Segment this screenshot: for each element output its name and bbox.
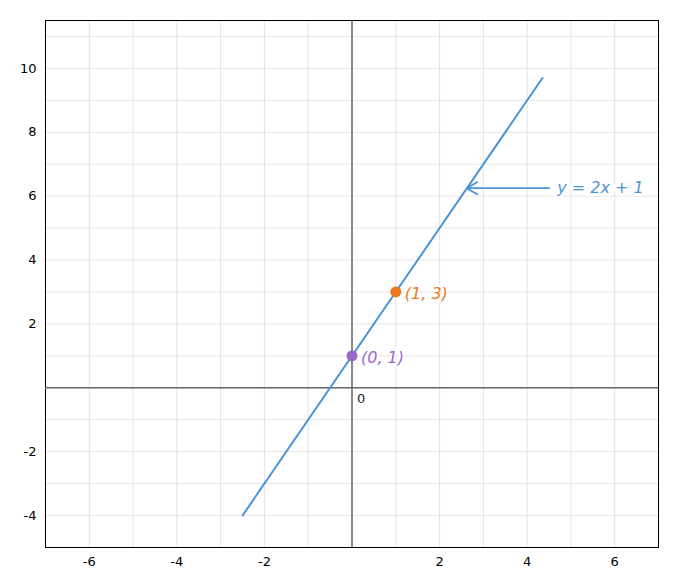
svg-text:10: 10 (20, 61, 37, 76)
svg-text:6: 6 (28, 188, 36, 203)
svg-text:2: 2 (28, 316, 36, 331)
svg-text:4: 4 (523, 554, 531, 569)
svg-text:6: 6 (611, 554, 619, 569)
svg-text:-4: -4 (170, 554, 183, 569)
svg-text:(0, 1): (0, 1) (361, 348, 404, 367)
svg-text:-6: -6 (83, 554, 96, 569)
svg-text:2: 2 (435, 554, 443, 569)
svg-text:-2: -2 (258, 554, 271, 569)
svg-text:-2: -2 (24, 444, 37, 459)
svg-text:y = 2x + 1: y = 2x + 1 (556, 178, 643, 197)
svg-text:0: 0 (357, 391, 365, 406)
svg-text:8: 8 (28, 124, 36, 139)
svg-text:(1, 3): (1, 3) (405, 284, 448, 303)
svg-text:-4: -4 (24, 508, 37, 523)
svg-text:4: 4 (28, 252, 36, 267)
